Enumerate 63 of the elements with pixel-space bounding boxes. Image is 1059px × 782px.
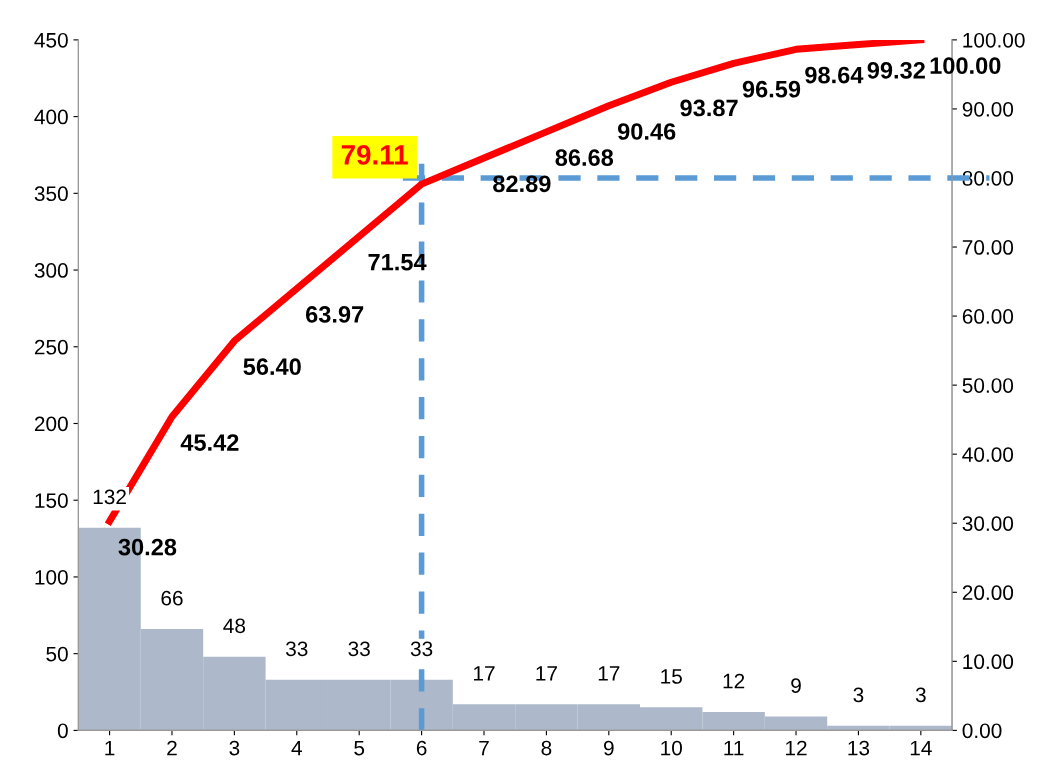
y-tick-label: 450: [34, 32, 68, 48]
x-tick-label: 8: [541, 740, 552, 756]
y2-tick-label: 100.00: [963, 32, 1025, 48]
data-label: 93.87: [680, 99, 738, 117]
x-tick-label: 14: [910, 740, 932, 756]
x-tick-label: 6: [416, 740, 427, 756]
y-tick-label: 50: [46, 646, 68, 662]
y2-tick-label: 30.00: [962, 516, 1014, 531]
data-label: 86.68: [555, 149, 614, 166]
x-tick-label: 12: [786, 740, 807, 756]
data-label: 63.97: [305, 306, 364, 323]
x-tick-label: 4: [291, 740, 302, 756]
data-label: 56.40: [243, 358, 301, 376]
x-tick-label: 5: [354, 740, 365, 756]
data-label: 17: [598, 666, 620, 681]
x-tick-label: 7: [479, 740, 489, 756]
data-label: 33: [348, 641, 370, 657]
data-label: 90.46: [617, 123, 676, 140]
x-tick-label: 3: [229, 740, 240, 756]
y2-tick-label: 20.00: [962, 585, 1014, 601]
x-tick-label: 1: [105, 740, 115, 756]
y-tick-label: 350: [34, 186, 68, 202]
data-label: 48: [223, 618, 246, 634]
y2-tick-label: 60.00: [962, 309, 1014, 324]
data-label: 71.54: [368, 254, 427, 271]
x-tick-label: 10: [661, 740, 682, 756]
y-tick-label: 200: [34, 416, 68, 432]
x-tick-label: 11: [724, 740, 744, 756]
data-label: 33: [410, 641, 433, 657]
data-label: 132: [93, 489, 126, 505]
data-label: 33: [285, 641, 308, 657]
y-tick-label: 150: [35, 493, 68, 508]
y-tick-label: 100: [35, 569, 68, 585]
data-label: 12: [723, 673, 745, 689]
annotation: 79.11: [341, 145, 408, 165]
y-tick-label: 400: [34, 109, 68, 125]
data-label: 99.32: [867, 61, 925, 79]
y-tick-label: 0: [57, 723, 68, 739]
y2-tick-label: 80.00: [962, 170, 1014, 186]
data-label: 66: [161, 590, 183, 606]
data-label: 3: [915, 687, 926, 703]
data-label: 98.64: [805, 66, 864, 84]
data-label: 9: [791, 678, 801, 694]
y2-tick-label: 10.00: [963, 654, 1014, 670]
data-label: 82.89: [493, 175, 551, 193]
y2-tick-label: 50.00: [962, 378, 1014, 393]
data-label: 3: [853, 687, 864, 703]
data-label: 45.42: [180, 434, 239, 451]
y-tick-label: 250: [34, 339, 68, 355]
data-label: 96.59: [742, 80, 801, 98]
y2-tick-label: 0.00: [962, 723, 1002, 739]
data-label: 15: [661, 669, 682, 684]
data-label: 17: [536, 666, 557, 681]
x-tick-label: 2: [167, 740, 177, 756]
data-label: 17: [474, 666, 495, 681]
y-tick-label: 300: [34, 263, 68, 278]
y2-tick-label: 90.00: [962, 101, 1014, 117]
y2-tick-label: 40.00: [962, 447, 1014, 462]
y2-tick-label: 70.00: [962, 240, 1014, 255]
data-label: 100.00: [930, 57, 1001, 74]
x-tick-label: 13: [848, 740, 870, 756]
x-tick-label: 9: [604, 740, 614, 756]
data-label: 30.28: [118, 538, 177, 556]
